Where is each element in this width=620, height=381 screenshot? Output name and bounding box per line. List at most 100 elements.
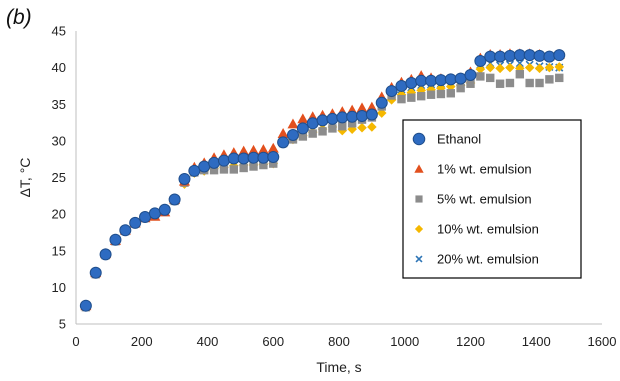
y-tick-label: 40 [52,60,66,75]
data-point [456,83,465,93]
x-tick-label: 1600 [588,334,617,349]
data-point [395,79,408,92]
data-point [198,160,211,173]
data-point [405,77,418,90]
y-tick-label: 15 [52,243,66,258]
data-point [328,124,337,133]
x-tick-label: 400 [197,334,219,349]
legend-marker [415,195,423,203]
data-point [474,55,487,68]
data-point [425,74,438,87]
data-point [298,132,308,141]
data-point [148,207,161,220]
legend-label: Ethanol [437,132,481,147]
legend: Ethanol 1% wt. emulsion 5% wt. emulsion 10%… [402,119,582,279]
data-point [188,164,201,177]
data-point [505,62,515,73]
data-point [217,154,230,167]
data-point [513,49,526,62]
data-point [306,117,319,130]
data-point [444,73,457,86]
data-point [385,85,398,98]
data-point [366,101,378,112]
data-point [158,203,171,216]
data-point [267,142,279,153]
data-point [505,78,515,88]
data-point [89,266,102,279]
data-point [277,136,290,149]
series-0 [79,49,566,312]
data-point [544,62,555,73]
data-point [416,91,426,101]
data-point [454,72,467,85]
data-point [248,144,260,155]
data-point [316,114,329,127]
data-point [367,122,377,132]
data-point [178,172,191,185]
data-point [209,165,219,175]
data-point [535,78,544,88]
data-point [446,89,455,98]
data-point [249,162,258,171]
x-tick-label: 1400 [522,334,551,349]
y-tick-label: 20 [52,207,66,222]
data-point [515,63,525,74]
data-point [525,78,534,88]
data-point [466,79,475,88]
data-point [485,62,496,73]
x-axis-title: Time, s [316,359,361,375]
data-point [545,75,554,84]
data-point [555,73,564,83]
data-point [365,108,378,121]
data-point [436,89,446,99]
data-point [318,127,327,136]
data-point [109,233,122,246]
data-point [464,68,477,81]
data-point [308,129,317,138]
data-points [79,48,566,312]
legend-label: 20% wt. emulsion [437,252,539,267]
legend-marker [412,132,426,146]
data-point [503,49,516,62]
data-point [375,96,388,109]
data-point [356,109,369,122]
data-point [524,62,535,73]
data-point [287,118,299,129]
data-point [99,248,112,261]
data-point [119,224,132,237]
tick-labels: 0 200 400 600 800 1000 1200 1400 1600 5 10 15 20 25 30… [52,24,617,350]
y-tick-label: 35 [52,97,66,112]
data-point [515,70,525,79]
data-point [139,211,152,224]
data-point [494,50,507,63]
data-point [347,119,357,128]
y-axis-title: ΔT, °C [17,158,33,198]
data-point [286,129,299,142]
legend-label: 10% wt. emulsion [437,222,539,237]
x-tick-label: 200 [131,334,153,349]
data-point [237,152,250,165]
x-tick-label: 1000 [390,334,419,349]
data-point [257,144,269,155]
data-point [357,122,367,133]
data-point [297,113,309,124]
data-point [495,63,505,74]
data-point [515,59,524,68]
data-point [208,156,221,169]
y-tick-label: 5 [59,317,66,332]
x-tick-label: 800 [328,334,350,349]
data-point [257,151,270,164]
y-tick-label: 25 [52,170,66,185]
legend-label: 5% wt. emulsion [437,192,532,207]
y-tick-label: 30 [52,133,66,148]
data-point [415,74,428,87]
data-point [346,110,359,123]
data-point [426,90,436,99]
data-point [269,159,278,168]
data-point [356,102,368,113]
axes [75,31,602,325]
data-point [296,122,309,135]
data-point [129,216,142,229]
data-point [533,49,546,62]
